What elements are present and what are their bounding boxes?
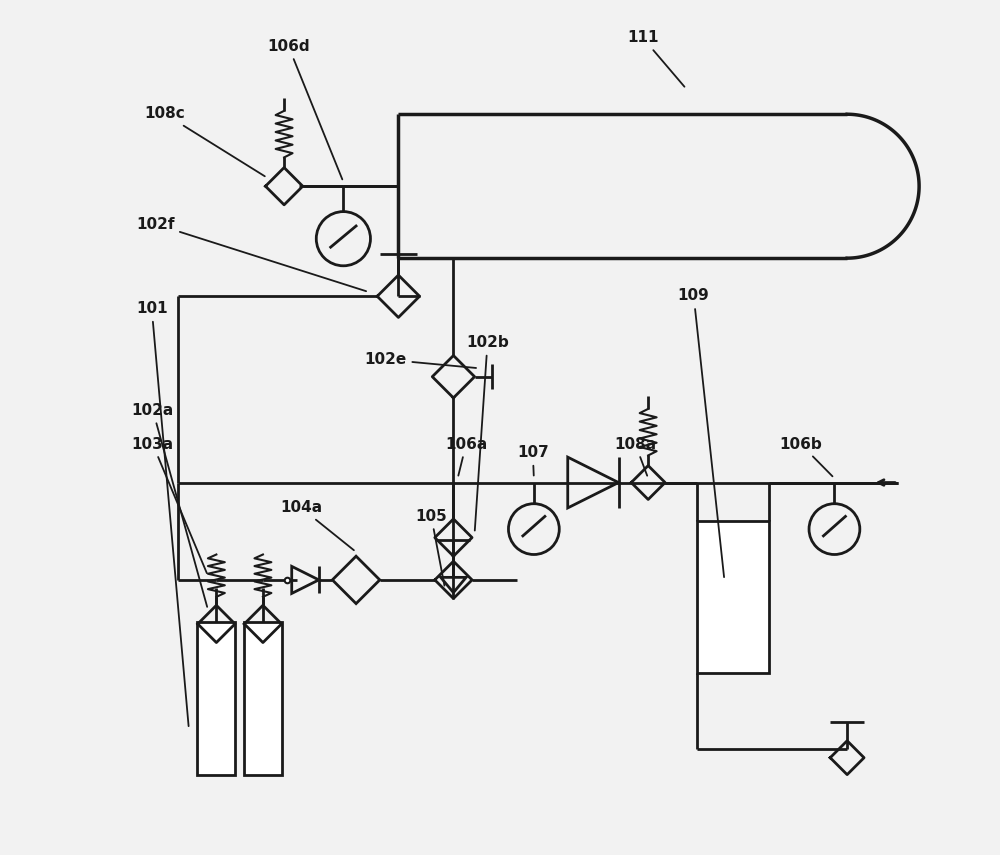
Bar bbox=[697, 521, 769, 673]
Text: 105: 105 bbox=[415, 509, 447, 586]
Text: 104a: 104a bbox=[280, 500, 354, 551]
Text: 102b: 102b bbox=[466, 335, 509, 531]
Text: 102a: 102a bbox=[132, 403, 207, 607]
Text: 111: 111 bbox=[627, 30, 684, 86]
Text: 107: 107 bbox=[517, 445, 549, 475]
Bar bbox=[197, 622, 235, 775]
Text: 106a: 106a bbox=[445, 437, 487, 475]
Text: 101: 101 bbox=[136, 301, 189, 726]
Text: 103a: 103a bbox=[132, 437, 207, 573]
Text: 109: 109 bbox=[678, 288, 724, 577]
Text: 108c: 108c bbox=[144, 107, 265, 176]
Text: 106d: 106d bbox=[267, 38, 342, 180]
Text: 102f: 102f bbox=[136, 216, 366, 292]
Text: 106b: 106b bbox=[779, 437, 832, 476]
Bar bbox=[244, 622, 282, 775]
Text: 102e: 102e bbox=[365, 352, 476, 368]
Text: 108a: 108a bbox=[614, 437, 656, 475]
